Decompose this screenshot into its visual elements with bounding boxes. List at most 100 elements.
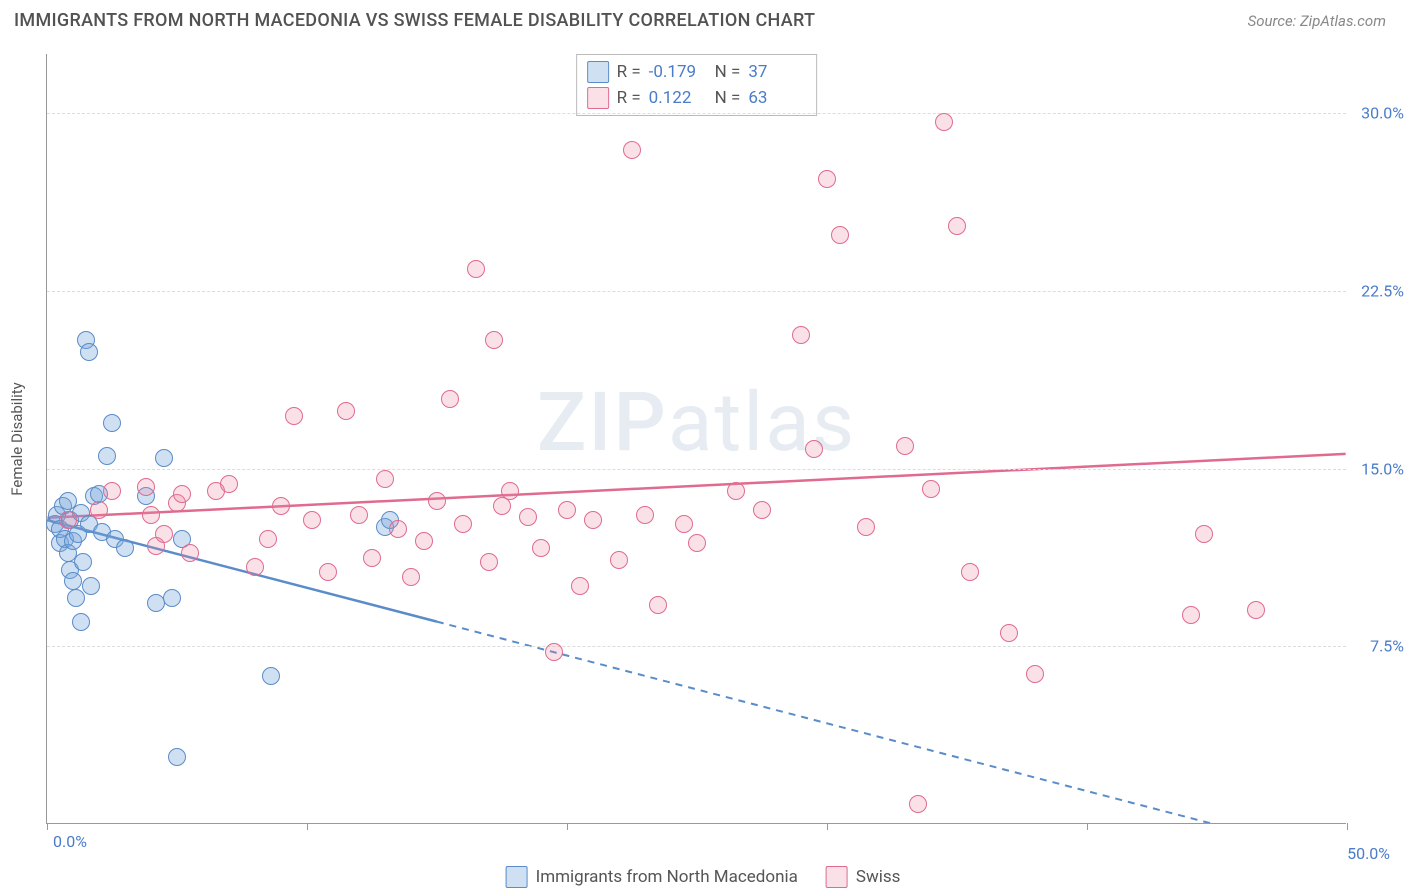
- x-tick: [567, 823, 568, 830]
- scatter-point: [571, 577, 589, 595]
- scatter-point: [137, 478, 155, 496]
- scatter-point: [922, 480, 940, 498]
- scatter-point: [831, 226, 849, 244]
- watermark: ZIPatlas: [537, 375, 856, 471]
- scatter-point: [584, 511, 602, 529]
- scatter-point: [935, 113, 953, 131]
- y-tick-label: 22.5%: [1361, 281, 1404, 300]
- scatter-point: [116, 539, 134, 557]
- stat-n-label: N =: [715, 88, 741, 108]
- scatter-point: [857, 518, 875, 536]
- scatter-point: [909, 795, 927, 813]
- legend-item: Swiss: [826, 866, 901, 888]
- stat-n-label: N =: [715, 62, 741, 82]
- scatter-point: [82, 577, 100, 595]
- scatter-point: [753, 501, 771, 519]
- y-tick-label: 30.0%: [1361, 104, 1404, 123]
- scatter-point: [350, 506, 368, 524]
- scatter-point: [246, 558, 264, 576]
- scatter-point: [90, 501, 108, 519]
- scatter-point: [337, 402, 355, 420]
- scatter-point: [363, 549, 381, 567]
- scatter-point: [441, 390, 459, 408]
- scatter-point: [428, 492, 446, 510]
- scatter-point: [402, 568, 420, 586]
- correlation-stats-box: R = -0.179 N = 37R = 0.122 N = 63: [576, 54, 818, 116]
- scatter-point: [649, 596, 667, 614]
- legend-item: Immigrants from North Macedonia: [506, 866, 798, 888]
- chart-title: IMMIGRANTS FROM NORTH MACEDONIA VS SWISS…: [14, 10, 815, 31]
- source-label: Source: ZipAtlas.com: [1248, 12, 1386, 30]
- scatter-point: [376, 470, 394, 488]
- gridline: [47, 469, 1346, 470]
- legend-label: Swiss: [856, 867, 901, 887]
- gridline: [47, 113, 1346, 114]
- stat-r-value: -0.179: [649, 62, 707, 82]
- scatter-point: [303, 511, 321, 529]
- scatter-point: [480, 553, 498, 571]
- scatter-point: [163, 589, 181, 607]
- scatter-point: [675, 515, 693, 533]
- scatter-point: [220, 475, 238, 493]
- legend-swatch: [506, 866, 528, 888]
- scatter-point: [896, 437, 914, 455]
- stats-row: R = -0.179 N = 37: [587, 59, 807, 85]
- scatter-point: [1247, 601, 1265, 619]
- scatter-point: [961, 563, 979, 581]
- scatter-point: [74, 553, 92, 571]
- scatter-point: [259, 530, 277, 548]
- scatter-point: [262, 667, 280, 685]
- scatter-point: [155, 525, 173, 543]
- scatter-point: [532, 539, 550, 557]
- stat-n-value: 37: [748, 62, 806, 82]
- y-tick-label: 15.0%: [1361, 459, 1404, 478]
- scatter-point: [1026, 665, 1044, 683]
- scatter-point: [636, 506, 654, 524]
- legend-swatch: [826, 866, 848, 888]
- scatter-point: [181, 544, 199, 562]
- scatter-point: [319, 563, 337, 581]
- scatter-point: [623, 141, 641, 159]
- scatter-point: [818, 170, 836, 188]
- scatter-point: [1195, 525, 1213, 543]
- scatter-point: [155, 449, 173, 467]
- scatter-point: [610, 551, 628, 569]
- legend-label: Immigrants from North Macedonia: [536, 867, 798, 887]
- scatter-point: [64, 572, 82, 590]
- chart-plot-area: Female Disability ZIPatlas R =-0.179N =3…: [46, 54, 1346, 824]
- gridline: [47, 646, 1346, 647]
- x-axis-max-label: 50.0%: [1347, 844, 1390, 863]
- scatter-point: [688, 534, 706, 552]
- stat-n-value: 63: [748, 88, 806, 108]
- y-tick-label: 7.5%: [1370, 637, 1404, 656]
- scatter-point: [389, 520, 407, 538]
- x-tick: [47, 823, 48, 830]
- stat-r-value: 0.122: [649, 88, 707, 108]
- scatter-point: [792, 326, 810, 344]
- x-tick: [1087, 823, 1088, 830]
- x-tick: [307, 823, 308, 830]
- legend-swatch: [587, 87, 609, 109]
- scatter-point: [59, 511, 77, 529]
- scatter-point: [80, 343, 98, 361]
- scatter-point: [454, 515, 472, 533]
- scatter-point: [285, 407, 303, 425]
- scatter-point: [467, 260, 485, 278]
- scatter-point: [98, 447, 116, 465]
- scatter-point: [1000, 624, 1018, 642]
- scatter-point: [168, 748, 186, 766]
- scatter-point: [72, 613, 90, 631]
- scatter-point: [545, 643, 563, 661]
- scatter-point: [1182, 606, 1200, 624]
- x-axis-min-label: 0.0%: [53, 832, 87, 851]
- stat-r-label: R =: [617, 62, 641, 82]
- scatter-point: [519, 508, 537, 526]
- scatter-point: [727, 482, 745, 500]
- x-tick: [1347, 823, 1348, 830]
- scatter-point: [173, 485, 191, 503]
- scatter-point: [272, 497, 290, 515]
- scatter-point: [805, 440, 823, 458]
- x-tick: [827, 823, 828, 830]
- scatter-point: [103, 414, 121, 432]
- gridline: [47, 291, 1346, 292]
